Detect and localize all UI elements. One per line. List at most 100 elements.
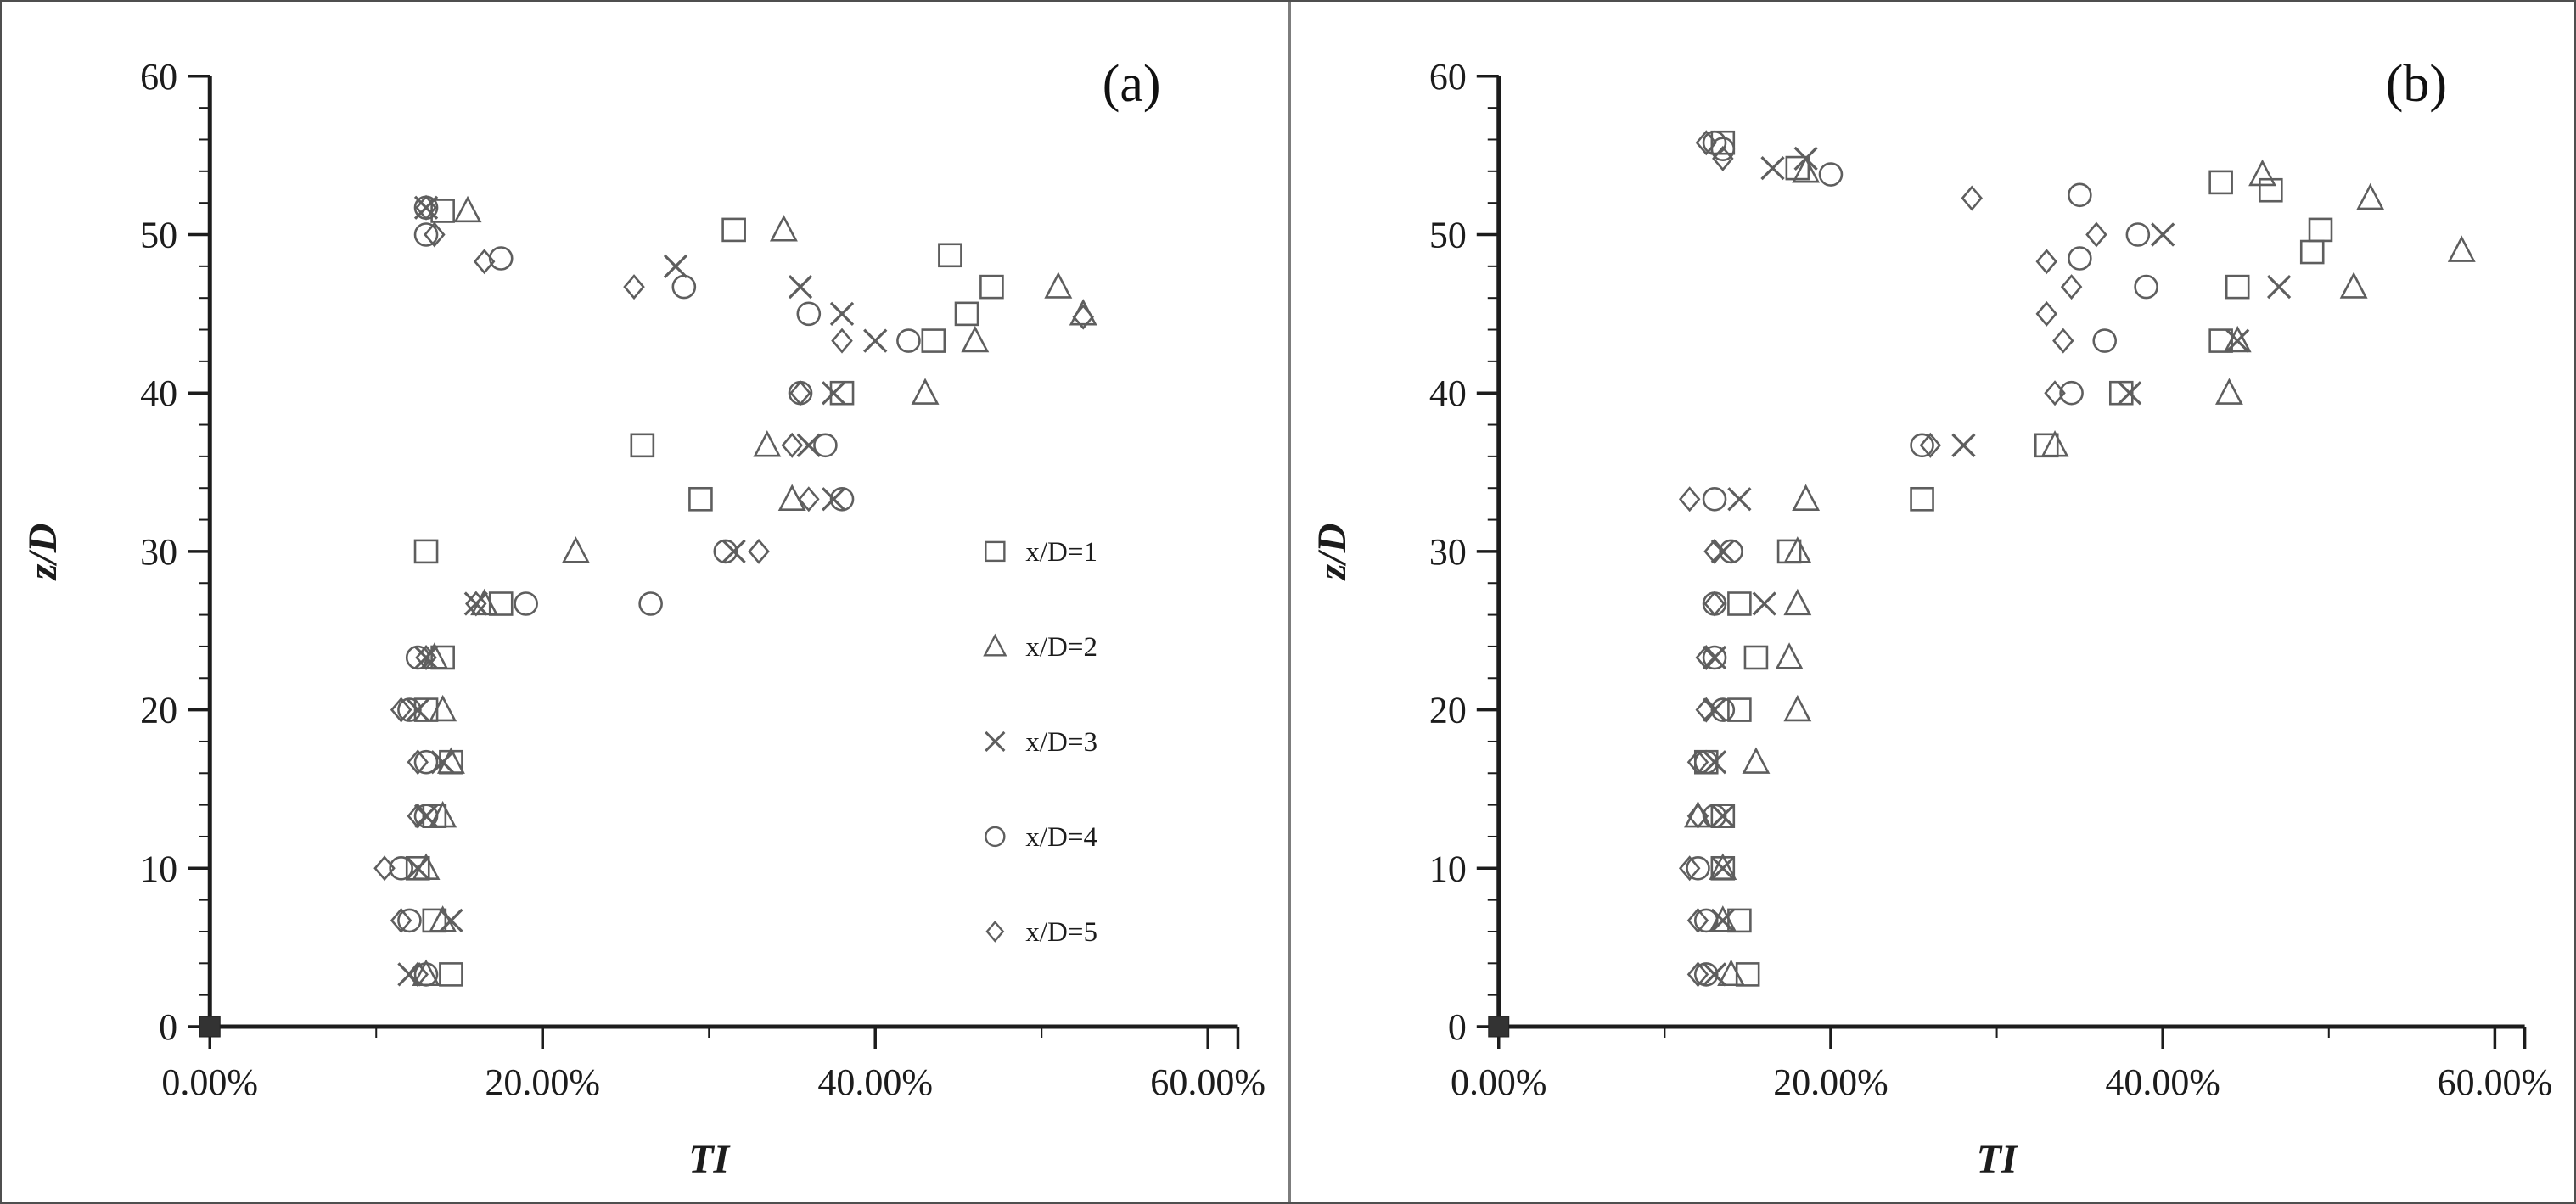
- marker-x: [2225, 328, 2249, 353]
- y-tick-label: 30: [1428, 531, 1466, 573]
- marker-triangle: [1791, 156, 1820, 183]
- marker-diamond: [1686, 803, 1709, 829]
- x-tick-label: 0.00%: [161, 1061, 258, 1103]
- marker-square: [1909, 486, 1934, 512]
- marker-circle: [2125, 222, 2150, 247]
- marker-diamond: [1711, 145, 1734, 171]
- marker-circle: [1702, 645, 1726, 670]
- marker-square: [1735, 962, 1759, 987]
- marker-square: [1743, 645, 1768, 670]
- x-axis-title: TI: [688, 1137, 731, 1182]
- y-tick-label: 0: [159, 1006, 177, 1048]
- marker-circle: [1702, 804, 1726, 828]
- marker-x: [413, 645, 439, 670]
- marker-x: [1793, 146, 1818, 171]
- y-tick-label: 40: [140, 372, 177, 414]
- y-tick-label: 10: [140, 848, 177, 889]
- marker-x: [463, 591, 488, 616]
- marker-circle: [1685, 855, 1710, 881]
- marker-diamond: [407, 961, 429, 988]
- marker-circle: [2133, 274, 2158, 300]
- marker-circle: [2067, 182, 2092, 208]
- marker-diamond: [1703, 538, 1726, 564]
- marker-triangle: [429, 694, 457, 722]
- marker-circle: [813, 433, 838, 458]
- marker-circle: [1710, 137, 1735, 161]
- marker-diamond: [831, 328, 853, 354]
- marker-x: [406, 697, 430, 722]
- x-tick-label: 20.00%: [1773, 1061, 1888, 1103]
- marker-triangle: [2248, 159, 2276, 187]
- marker-square: [954, 301, 979, 327]
- legend-marker-triangle: [983, 633, 1007, 657]
- marker-circle: [1702, 130, 1726, 155]
- legend-label: x/D=5: [1025, 917, 1097, 948]
- marker-triangle: [2339, 272, 2368, 299]
- marker-circle: [2058, 380, 2084, 406]
- marker-circle: [788, 380, 813, 406]
- marker-triangle: [1708, 853, 1737, 880]
- marker-circle: [1702, 591, 1726, 616]
- marker-square: [921, 328, 946, 353]
- y-axis-ticks: [188, 75, 210, 1028]
- legend-item: x/D=1: [985, 537, 1097, 568]
- marker-triangle: [911, 378, 940, 405]
- marker-square: [688, 486, 713, 512]
- marker-circle: [1909, 433, 1934, 458]
- marker-x: [1752, 591, 1776, 616]
- marker-x: [2266, 274, 2291, 300]
- y-tick-label: 50: [140, 215, 177, 256]
- legend-marker-circle: [985, 826, 1006, 848]
- x-tick-labels: 0.00% 20.00% 40.00% 60.00%: [161, 1061, 1266, 1103]
- axes: [1496, 76, 2525, 1029]
- series-x-d-5: [373, 194, 1094, 988]
- marker-triangle: [777, 484, 806, 511]
- marker-circle: [796, 301, 822, 327]
- series-x-d-2: [1683, 156, 2476, 987]
- marker-triangle: [769, 215, 798, 242]
- marker-x: [1710, 856, 1735, 881]
- marker-triangle: [1716, 959, 1745, 987]
- marker-circle: [397, 908, 422, 933]
- legend-item: x/D=3: [985, 727, 1097, 758]
- marker-diamond: [2035, 300, 2057, 327]
- marker-diamond: [473, 249, 496, 275]
- marker-square: [1785, 155, 1810, 181]
- marker-circle: [1693, 962, 1719, 987]
- x-tick-label: 60.00%: [1150, 1061, 1266, 1103]
- origin-point: [199, 1016, 221, 1038]
- legend-marker-diamond: [985, 921, 1005, 943]
- y-tick-label: 60: [140, 56, 177, 98]
- marker-diamond: [2043, 380, 2066, 406]
- series-x-d-4: [1685, 130, 2158, 987]
- series-x-d-3: [1702, 146, 2291, 987]
- marker-triangle: [561, 536, 590, 563]
- marker-diamond: [1686, 907, 1709, 933]
- scatter-plot-b: 0 10 20 30 40 50 60 0.00% 20.00% 40.00% 60.00% z/D T…: [1309, 56, 2551, 1182]
- marker-diamond: [1072, 304, 1094, 330]
- marker-square: [2308, 217, 2332, 243]
- marker-diamond: [798, 486, 820, 512]
- legend-label: x/D=2: [1025, 632, 1097, 663]
- marker-circle: [829, 486, 855, 512]
- marker-diamond: [465, 591, 487, 617]
- marker-square: [2208, 170, 2233, 195]
- marker-circle: [1718, 539, 1743, 564]
- x-tick-label: 40.00%: [817, 1061, 933, 1103]
- x-axis-ticks: [1496, 1027, 2526, 1049]
- marker-x: [1702, 750, 1726, 775]
- y-tick-label: 20: [140, 690, 177, 731]
- marker-circle: [1693, 908, 1719, 933]
- marker-circle: [514, 591, 538, 616]
- marker-square: [2225, 274, 2249, 300]
- marker-circle: [413, 962, 439, 987]
- series-x-d-5: [1678, 130, 2107, 988]
- marker-square: [1710, 130, 1735, 155]
- marker-square: [413, 539, 439, 564]
- marker-diamond: [1678, 486, 1700, 512]
- marker-circle: [1693, 749, 1719, 775]
- marker-x: [1950, 433, 1976, 457]
- legend-item: x/D=5: [985, 917, 1097, 948]
- marker-circle: [413, 804, 439, 828]
- series-x-d-1: [405, 199, 1004, 987]
